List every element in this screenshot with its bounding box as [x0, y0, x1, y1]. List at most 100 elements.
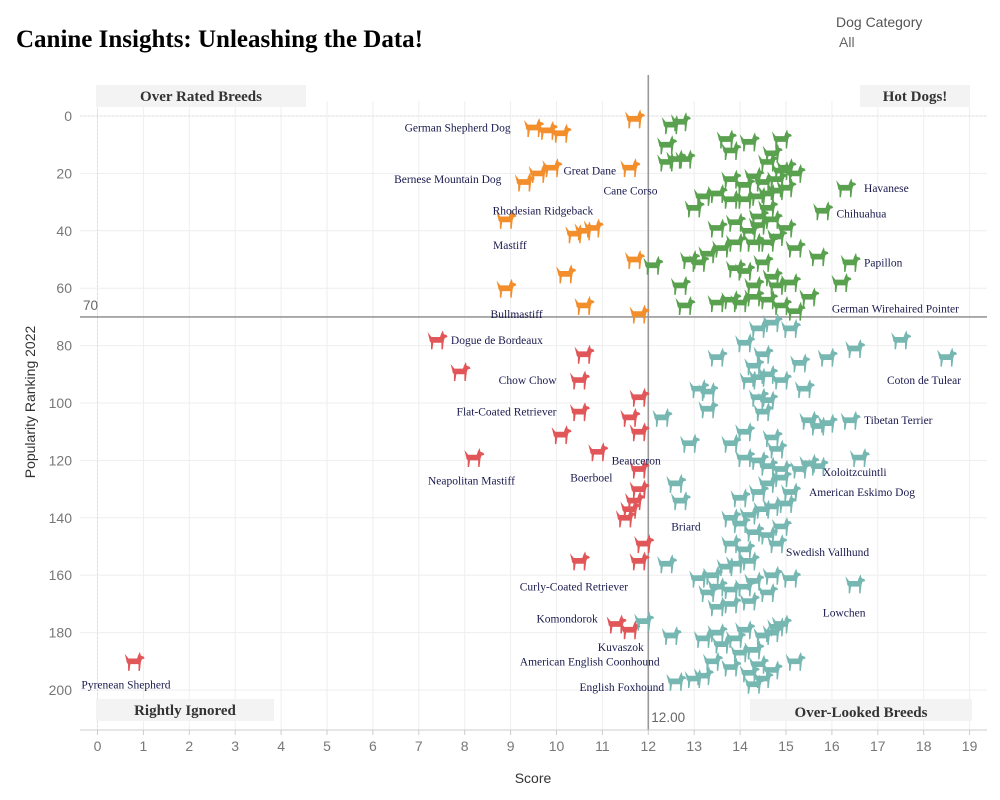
x-tick-label: 18 — [916, 738, 932, 754]
breed-label: English Foxhound — [579, 682, 664, 694]
dog-icon — [670, 112, 691, 132]
dog-icon — [845, 338, 866, 358]
breed-label: Chihuahua — [836, 209, 886, 221]
dog-category-filter[interactable]: Dog Category All — [836, 14, 922, 50]
breed-label: Xoloitzcuintli — [823, 467, 887, 479]
x-tick-label: 6 — [369, 738, 377, 754]
breed-label: Tibetan Terrier — [864, 415, 933, 427]
dog-icon — [785, 651, 806, 671]
axes: 0 1 2 3 4 5 6 7 8 9 10 11 12 13 14 15 16 17 18 190204060801… — [49, 108, 987, 754]
dog-icon — [744, 640, 765, 660]
breed-label: Bernese Mountain Dog — [394, 174, 502, 186]
y-tick-label: 40 — [56, 223, 72, 239]
dog-icon — [625, 250, 645, 270]
dog-icon — [831, 272, 852, 292]
dog-icon — [680, 250, 701, 270]
dog-icon — [707, 218, 728, 238]
dog-icon — [542, 158, 563, 178]
dog-icon — [762, 313, 783, 333]
breed-label: Havanese — [864, 183, 909, 195]
dog-icon — [753, 499, 774, 519]
breed-label: Kuvaszok — [598, 642, 644, 654]
dog-icon — [735, 333, 756, 353]
breed-labels: German Shepherd Dog Bernese Mountain Dog G… — [81, 122, 961, 694]
dog-icon — [937, 347, 958, 367]
dog-icon — [652, 407, 673, 427]
dog-icon — [629, 304, 650, 324]
breed-label: Curly-Coated Retriever — [520, 582, 628, 594]
quadrant-bottom-left: Rightly Ignored — [96, 699, 274, 721]
x-tick-label: 0 — [94, 738, 102, 754]
quadrant-top-left: Over Rated Breeds — [96, 85, 306, 107]
dog-icon — [661, 625, 682, 645]
dog-icon — [629, 387, 650, 407]
dog-icon — [790, 353, 811, 373]
dog-icon — [629, 422, 650, 442]
dog-icon — [583, 218, 604, 238]
dog-icon — [693, 666, 714, 686]
x-tick-label: 16 — [824, 738, 840, 754]
breed-label: American English Coonhound — [520, 656, 660, 668]
dog-icon — [726, 554, 746, 574]
breed-label: Papillon — [864, 257, 903, 269]
ref-line-ranking-label: 70 — [83, 298, 98, 313]
y-tick-label: 60 — [56, 280, 72, 296]
dog-icon — [785, 238, 806, 258]
dog-icon — [799, 287, 820, 307]
dog-icon — [625, 109, 645, 129]
dog-icon — [569, 370, 590, 390]
dog-icon — [840, 410, 861, 430]
dog-icon — [703, 651, 724, 671]
dog-icon — [781, 568, 802, 588]
breed-label: American Eskimo Dog — [809, 487, 915, 499]
dog-icon — [643, 255, 664, 275]
dog-icon — [551, 425, 572, 445]
y-tick-label: 100 — [49, 395, 73, 411]
dog-icon — [450, 361, 471, 381]
filter-value[interactable]: All — [839, 34, 855, 50]
breed-label: Coton de Tulear — [887, 375, 961, 387]
dog-icon — [849, 448, 870, 468]
dog-icon — [753, 252, 774, 272]
dog-icon — [817, 413, 838, 433]
dog-icon — [620, 158, 641, 178]
chart-title: Canine Insights: Unleashing the Data! — [16, 26, 424, 53]
dog-icon — [781, 272, 802, 292]
breed-label: Briard — [671, 521, 701, 533]
breed-label: Lowchen — [823, 608, 866, 620]
y-tick-label: 120 — [49, 452, 73, 468]
dog-icon — [771, 129, 792, 149]
breed-label: Swedish Vallhund — [786, 547, 869, 559]
dog-icon — [689, 568, 710, 588]
x-tick-label: 17 — [870, 738, 886, 754]
dog-icon — [675, 149, 696, 169]
x-tick-label: 4 — [277, 738, 285, 754]
dog-icon — [808, 247, 829, 267]
x-tick-label: 14 — [732, 738, 748, 754]
dog-icon — [891, 330, 912, 350]
x-tick-label: 8 — [461, 738, 469, 754]
breed-label: Beauceron — [612, 455, 661, 467]
dog-icon — [569, 402, 590, 422]
dog-icon — [657, 554, 678, 574]
dog-icon — [565, 224, 586, 244]
filter-label: Dog Category — [836, 14, 923, 30]
breed-label: Boerboel — [570, 473, 612, 485]
dog-icon — [666, 671, 687, 691]
y-tick-label: 80 — [56, 338, 72, 354]
quadrant-bottom-right: Over-Looked Breeds — [750, 699, 972, 721]
breed-label: Pyrenean Shepherd — [81, 679, 170, 691]
breed-label: Flat-Coated Retriever — [457, 407, 557, 419]
dog-icon — [698, 399, 719, 419]
y-tick-label: 20 — [56, 165, 72, 181]
dog-icon — [693, 186, 714, 206]
dog-icon — [767, 181, 788, 201]
quadrant-top-right: Hot Dogs! — [860, 85, 970, 107]
x-tick-label: 12 — [641, 738, 657, 754]
dog-icon — [620, 407, 641, 427]
quadrant-label-top-right: Hot Dogs! — [883, 89, 948, 105]
dog-icon — [707, 293, 728, 313]
breed-label: Mastiff — [493, 240, 527, 252]
x-axis-title: Score — [515, 770, 552, 786]
